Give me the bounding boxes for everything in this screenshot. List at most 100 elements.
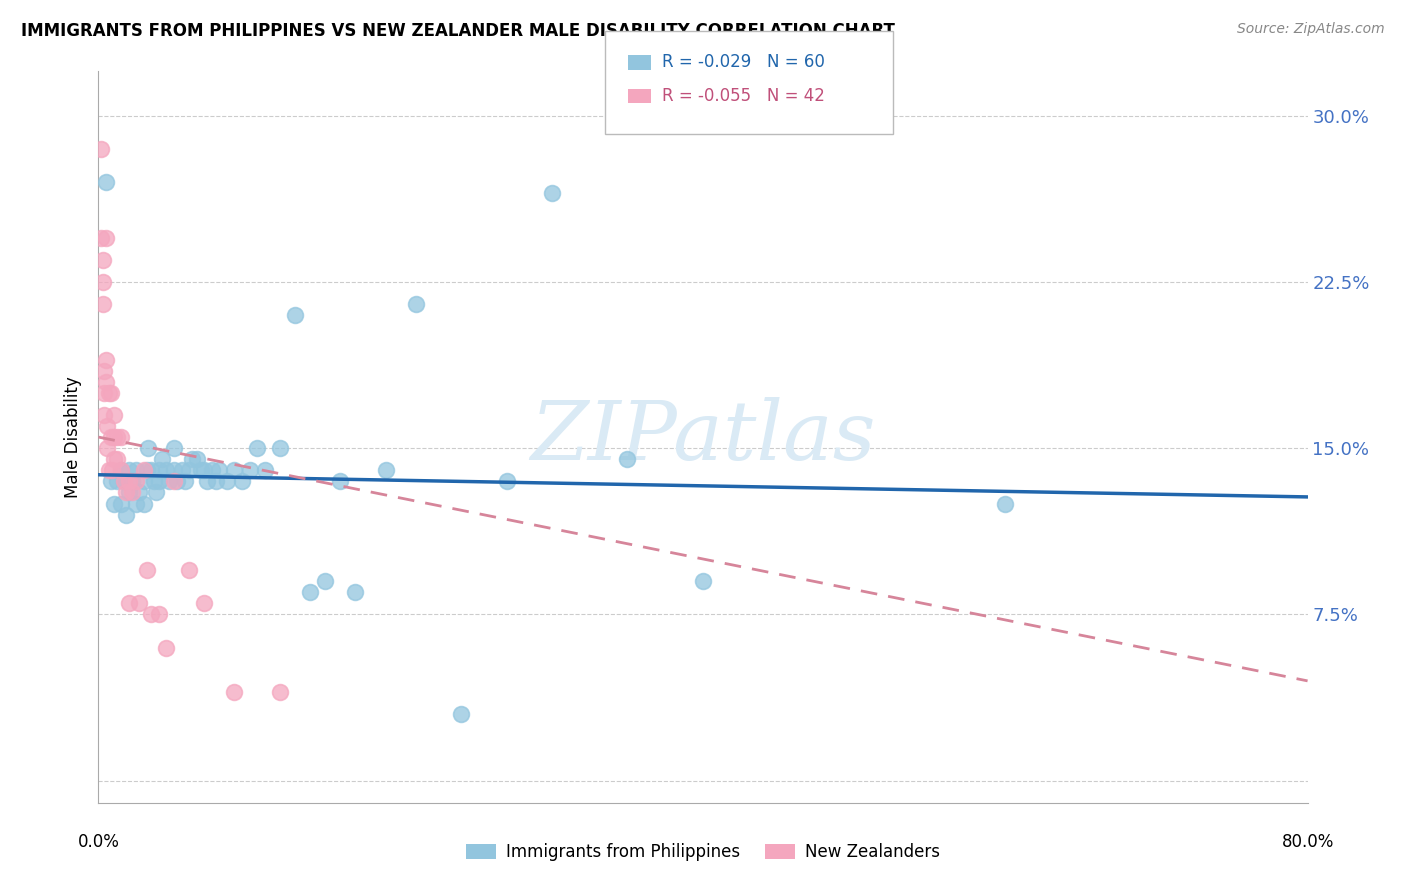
Point	[143, 475, 166, 489]
Point	[994, 497, 1017, 511]
Point	[132, 475, 155, 489]
Point	[201, 463, 224, 477]
Point	[314, 574, 336, 589]
Point	[163, 463, 186, 477]
Point	[173, 475, 195, 489]
Point	[94, 175, 117, 189]
Point	[135, 563, 157, 577]
Point	[114, 485, 136, 500]
Point	[329, 475, 352, 489]
Point	[405, 297, 427, 311]
Point	[105, 430, 128, 444]
Point	[284, 308, 307, 322]
Point	[231, 475, 253, 489]
Text: 0.0%: 0.0%	[77, 833, 120, 851]
Point	[91, 297, 114, 311]
Point	[128, 485, 150, 500]
Point	[155, 640, 177, 655]
Point	[186, 452, 208, 467]
Point	[105, 475, 128, 489]
Text: ZIPatlas: ZIPatlas	[530, 397, 876, 477]
Point	[93, 408, 115, 422]
Text: IMMIGRANTS FROM PHILIPPINES VS NEW ZEALANDER MALE DISABILITY CORRELATION CHART: IMMIGRANTS FROM PHILIPPINES VS NEW ZEALA…	[21, 22, 896, 40]
Point	[100, 385, 122, 400]
Point	[179, 463, 201, 477]
Point	[118, 475, 141, 489]
Text: R = -0.055   N = 42: R = -0.055 N = 42	[662, 87, 825, 105]
Point	[170, 463, 193, 477]
Point	[155, 463, 177, 477]
Text: R = -0.029   N = 60: R = -0.029 N = 60	[662, 54, 825, 71]
Point	[114, 508, 136, 522]
Point	[190, 463, 212, 477]
Point	[136, 441, 159, 455]
Point	[121, 475, 143, 489]
Point	[269, 685, 291, 699]
Point	[145, 485, 167, 500]
Point	[96, 419, 118, 434]
Point	[91, 275, 114, 289]
Point	[166, 475, 188, 489]
Point	[93, 363, 115, 377]
Point	[224, 685, 246, 699]
Point	[98, 463, 121, 477]
Point	[141, 607, 163, 622]
Point	[125, 475, 148, 489]
Point	[100, 475, 122, 489]
Point	[179, 563, 201, 577]
Point	[148, 475, 170, 489]
Point	[105, 452, 128, 467]
Point	[450, 707, 472, 722]
Y-axis label: Male Disability: Male Disability	[65, 376, 83, 498]
Point	[132, 497, 155, 511]
Point	[90, 142, 112, 156]
Point	[195, 475, 218, 489]
Point	[246, 441, 269, 455]
Point	[112, 475, 135, 489]
Point	[616, 452, 638, 467]
Point	[103, 430, 125, 444]
Point	[93, 385, 115, 400]
Point	[239, 463, 262, 477]
Point	[110, 463, 132, 477]
Point	[125, 463, 148, 477]
Point	[100, 430, 122, 444]
Point	[132, 463, 155, 477]
Point	[692, 574, 714, 589]
Point	[98, 385, 121, 400]
Point	[125, 497, 148, 511]
Point	[205, 475, 228, 489]
Legend: Immigrants from Philippines, New Zealanders: Immigrants from Philippines, New Zealand…	[460, 837, 946, 868]
Point	[159, 475, 181, 489]
Point	[110, 430, 132, 444]
Point	[344, 585, 367, 599]
Point	[118, 485, 141, 500]
Point	[163, 441, 186, 455]
Point	[299, 585, 322, 599]
Point	[101, 463, 124, 477]
Point	[110, 463, 132, 477]
Point	[181, 452, 204, 467]
Point	[269, 441, 291, 455]
Point	[103, 408, 125, 422]
Point	[224, 463, 246, 477]
Point	[495, 475, 517, 489]
Point	[215, 475, 238, 489]
Point	[163, 475, 186, 489]
Point	[103, 497, 125, 511]
Point	[193, 463, 215, 477]
Point	[96, 441, 118, 455]
Point	[374, 463, 396, 477]
Point	[90, 230, 112, 244]
Point	[110, 497, 132, 511]
Point	[208, 463, 231, 477]
Point	[94, 230, 117, 244]
Point	[94, 375, 117, 389]
Point	[148, 463, 170, 477]
Point	[253, 463, 276, 477]
Point	[118, 463, 141, 477]
Point	[121, 485, 143, 500]
Text: Source: ZipAtlas.com: Source: ZipAtlas.com	[1237, 22, 1385, 37]
Point	[150, 452, 173, 467]
Point	[112, 475, 135, 489]
